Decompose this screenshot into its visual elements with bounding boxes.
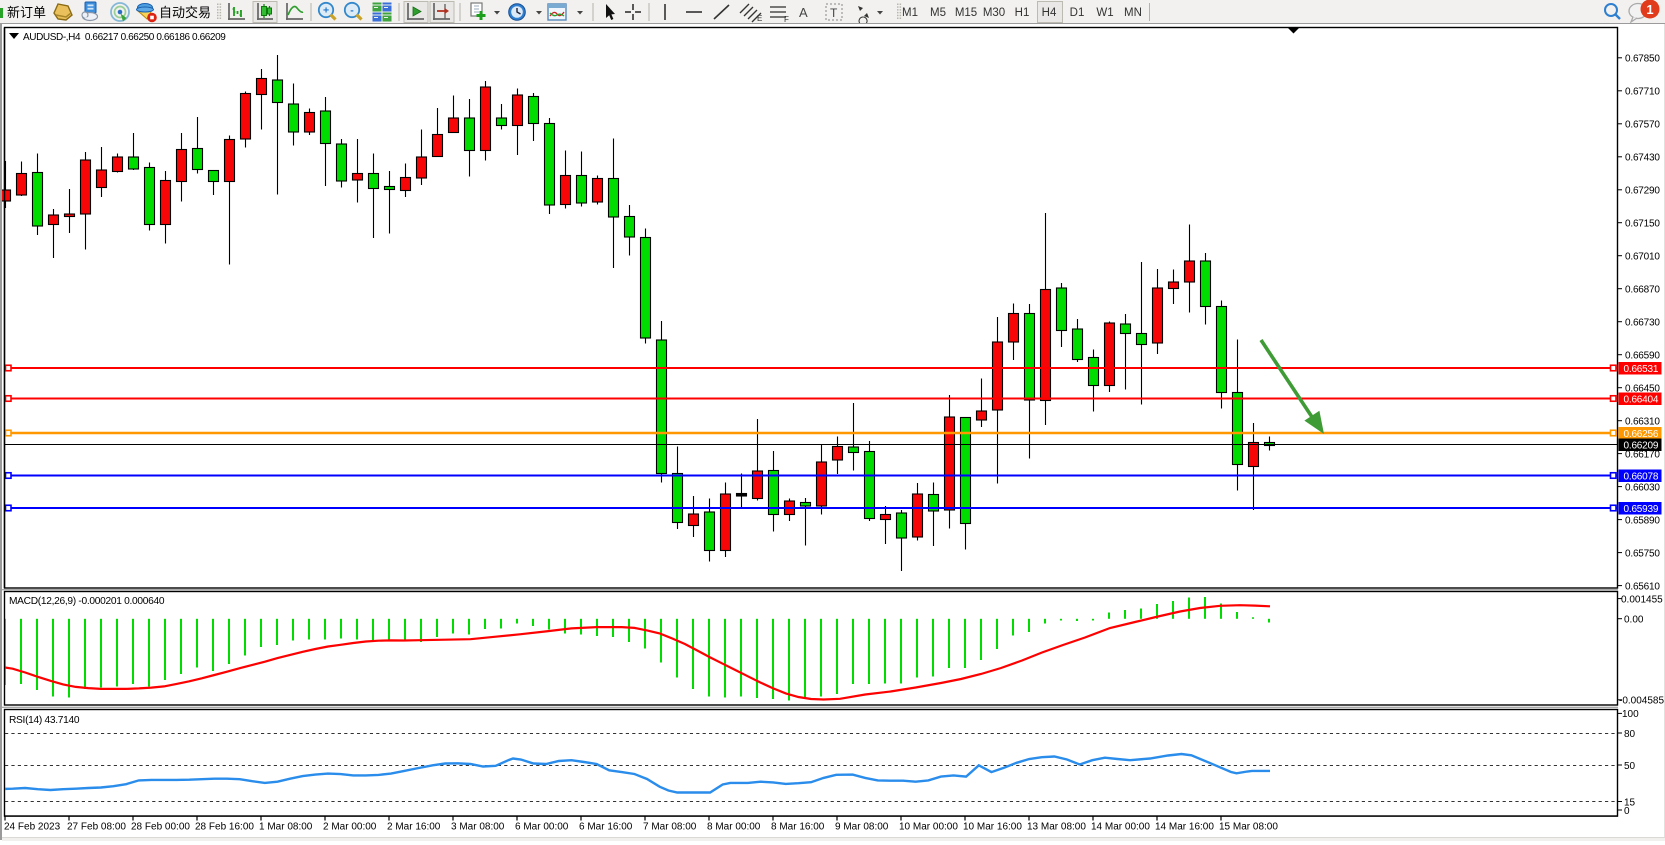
- svg-text:E: E: [757, 14, 762, 23]
- svg-text:24 Feb 2023: 24 Feb 2023: [4, 822, 61, 833]
- svg-text:0.67570: 0.67570: [1625, 120, 1660, 131]
- svg-text:0.65890: 0.65890: [1625, 515, 1660, 526]
- svg-text:0.65939: 0.65939: [1624, 504, 1659, 515]
- svg-text:+: +: [323, 5, 329, 17]
- svg-text:3 Mar 08:00: 3 Mar 08:00: [451, 822, 505, 833]
- svg-text:M1: M1: [902, 7, 918, 19]
- svg-text:2 Mar 16:00: 2 Mar 16:00: [387, 822, 441, 833]
- svg-text:0.67150: 0.67150: [1625, 219, 1660, 230]
- svg-text:新订单: 新订单: [7, 5, 46, 20]
- svg-text:0.66870: 0.66870: [1625, 285, 1660, 296]
- svg-text:0.66531: 0.66531: [1624, 364, 1659, 375]
- svg-text:13 Mar 08:00: 13 Mar 08:00: [1027, 822, 1086, 833]
- svg-text:28 Feb 16:00: 28 Feb 16:00: [195, 822, 254, 833]
- svg-text:8 Mar 00:00: 8 Mar 00:00: [707, 822, 761, 833]
- svg-text:0.66590: 0.66590: [1625, 351, 1660, 362]
- svg-text:10 Mar 00:00: 10 Mar 00:00: [899, 822, 958, 833]
- svg-text:9 Mar 08:00: 9 Mar 08:00: [835, 822, 889, 833]
- svg-text:T: T: [830, 6, 838, 20]
- svg-text:10 Mar 16:00: 10 Mar 16:00: [963, 822, 1022, 833]
- svg-text:6 Mar 00:00: 6 Mar 00:00: [515, 822, 569, 833]
- svg-text:RSI(14) 43.7140: RSI(14) 43.7140: [9, 715, 80, 726]
- svg-text:0.00: 0.00: [1624, 615, 1644, 626]
- svg-text:H4: H4: [1042, 7, 1057, 19]
- svg-text:100: 100: [1622, 709, 1639, 720]
- svg-text:0.67010: 0.67010: [1625, 252, 1660, 263]
- svg-text:自动交易: 自动交易: [159, 5, 211, 20]
- svg-text:0.66730: 0.66730: [1625, 318, 1660, 329]
- svg-text:0.66310: 0.66310: [1625, 417, 1660, 428]
- svg-text:D1: D1: [1070, 7, 1085, 19]
- svg-text:0.65750: 0.65750: [1625, 548, 1660, 559]
- svg-text:15: 15: [1624, 797, 1636, 808]
- svg-text:0.001455: 0.001455: [1621, 594, 1663, 605]
- svg-text:0.67290: 0.67290: [1625, 186, 1660, 197]
- svg-text:14 Mar 16:00: 14 Mar 16:00: [1155, 822, 1214, 833]
- svg-text:2 Mar 00:00: 2 Mar 00:00: [323, 822, 377, 833]
- svg-text:0.66450: 0.66450: [1625, 384, 1660, 395]
- svg-text:0.66404: 0.66404: [1624, 395, 1659, 406]
- svg-text:1: 1: [1646, 2, 1653, 17]
- svg-text:80: 80: [1624, 729, 1636, 740]
- svg-text:27 Feb 08:00: 27 Feb 08:00: [67, 822, 126, 833]
- svg-text:8 Mar 16:00: 8 Mar 16:00: [771, 822, 825, 833]
- svg-text:AUDUSD-,H4 0.66217 0.66250 0.: AUDUSD-,H4 0.66217 0.66250 0.66186 0.662…: [23, 32, 226, 43]
- svg-text:A: A: [799, 5, 808, 20]
- svg-text:6 Mar 16:00: 6 Mar 16:00: [579, 822, 633, 833]
- svg-text:M5: M5: [930, 7, 946, 19]
- svg-text:0: 0: [1624, 806, 1630, 817]
- svg-text:0.67850: 0.67850: [1625, 54, 1660, 65]
- svg-text:0.67710: 0.67710: [1625, 87, 1660, 98]
- svg-text:W1: W1: [1096, 7, 1113, 19]
- svg-text:0.65610: 0.65610: [1625, 581, 1660, 592]
- svg-text:H1: H1: [1015, 7, 1030, 19]
- svg-text:0.66170: 0.66170: [1625, 449, 1660, 460]
- svg-text:28 Feb 00:00: 28 Feb 00:00: [131, 822, 190, 833]
- svg-text:50: 50: [1624, 761, 1636, 772]
- svg-text:MN: MN: [1124, 7, 1142, 19]
- svg-text:1 Mar 08:00: 1 Mar 08:00: [259, 822, 313, 833]
- svg-text:-0.004585: -0.004585: [1619, 696, 1664, 707]
- svg-text:-: -: [350, 5, 354, 17]
- svg-text:F: F: [784, 15, 789, 23]
- svg-text:M15: M15: [955, 7, 977, 19]
- svg-text:14 Mar 00:00: 14 Mar 00:00: [1091, 822, 1150, 833]
- svg-text:0.66256: 0.66256: [1624, 429, 1659, 440]
- svg-text:MACD(12,26,9) -0.000201 0.0006: MACD(12,26,9) -0.000201 0.000640: [9, 596, 165, 607]
- svg-text:0.66209: 0.66209: [1624, 441, 1659, 452]
- svg-text:15 Mar 08:00: 15 Mar 08:00: [1219, 822, 1278, 833]
- svg-text:M30: M30: [983, 7, 1005, 19]
- svg-text:0.66078: 0.66078: [1624, 472, 1659, 483]
- svg-text:7 Mar 08:00: 7 Mar 08:00: [643, 822, 697, 833]
- svg-text:0.67430: 0.67430: [1625, 153, 1660, 164]
- svg-text:0.66030: 0.66030: [1625, 482, 1660, 493]
